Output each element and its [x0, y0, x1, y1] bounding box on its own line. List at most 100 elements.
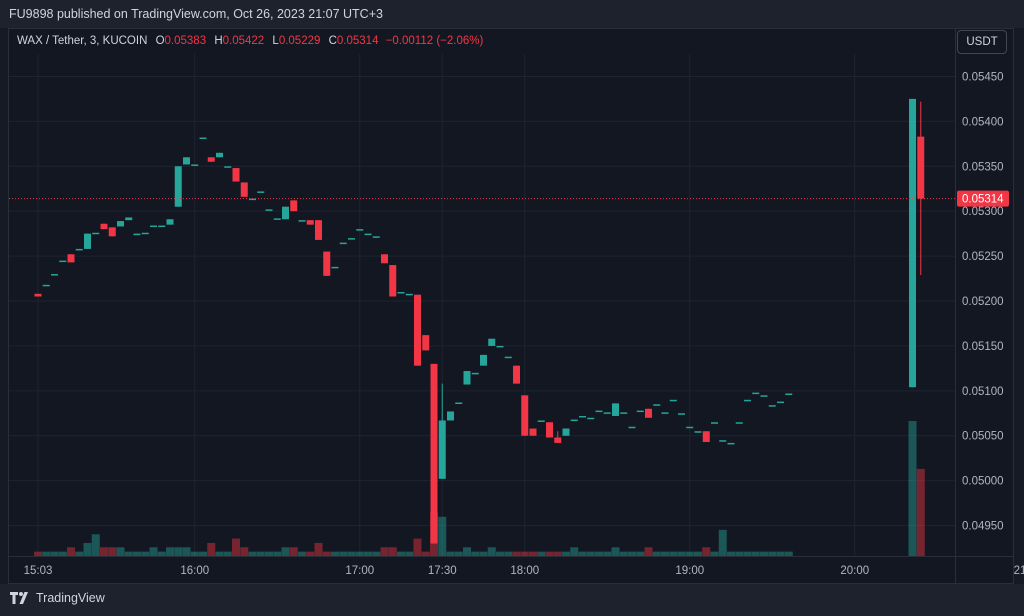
- tradingview-logo-icon: [10, 592, 28, 604]
- candle-body: [653, 404, 661, 406]
- candle-body: [628, 426, 636, 429]
- volume-bar: [75, 551, 84, 556]
- candle-body: [191, 164, 199, 166]
- candle-body: [595, 410, 603, 413]
- candle-body: [414, 294, 421, 366]
- volume-bar: [504, 551, 513, 556]
- candle-body: [364, 233, 372, 236]
- volume-bar: [454, 551, 463, 556]
- top-bar: FU9898 published on TradingView.com, Oct…: [0, 0, 1024, 28]
- candle-body: [298, 220, 306, 222]
- candle-body: [348, 238, 355, 240]
- volume-bar: [190, 551, 199, 556]
- volume-bar: [512, 551, 521, 556]
- candle-body: [166, 219, 174, 225]
- candle-body: [694, 431, 702, 433]
- volume-bar: [611, 547, 620, 556]
- candle-body: [125, 217, 133, 221]
- x-tick-label: 16:00: [180, 565, 209, 577]
- y-tick-label: 0.05400: [962, 116, 1004, 128]
- volume-bar: [124, 551, 133, 556]
- brand-label: TradingView: [36, 591, 105, 605]
- close-value: 0.05314: [336, 35, 379, 47]
- candle-body: [455, 402, 463, 404]
- volume-bar: [174, 547, 183, 556]
- candle-body: [174, 166, 182, 207]
- volume-bar: [157, 551, 166, 556]
- volume-bar: [405, 551, 414, 556]
- volume-bar: [199, 551, 207, 556]
- candle-body: [719, 440, 727, 442]
- volume-bar: [669, 551, 678, 556]
- volume-bar: [256, 551, 265, 556]
- change-value: −0.00112 (−2.06%): [385, 35, 484, 47]
- candle-body: [496, 345, 504, 348]
- x-tick-label: 18:00: [510, 565, 539, 577]
- candle-body: [282, 206, 289, 220]
- volume-bar: [100, 547, 108, 556]
- y-tick-label: 0.05000: [962, 476, 1004, 488]
- chart-frame[interactable]: [8, 28, 1014, 584]
- open-key: O: [155, 35, 165, 47]
- y-tick-label: 0.05300: [962, 206, 1004, 218]
- volume-bar: [776, 551, 785, 556]
- candle-body: [447, 411, 454, 421]
- footer: [0, 584, 1024, 616]
- volume-bar: [58, 551, 67, 556]
- volume-bar: [537, 551, 546, 556]
- y-tick-label: 0.05450: [962, 71, 1004, 83]
- candle-body: [100, 223, 108, 230]
- volume-bar: [339, 551, 348, 556]
- candle-body: [51, 274, 58, 276]
- candle-body: [686, 426, 694, 429]
- volume-bar: [133, 551, 141, 556]
- symbol-name[interactable]: WAX / Tether, 3, KUCOIN: [17, 35, 148, 47]
- candle-body: [554, 437, 562, 443]
- candle-body: [265, 209, 273, 211]
- currency-button[interactable]: USDT: [957, 30, 1007, 54]
- candle-body: [422, 335, 430, 351]
- candle-body: [570, 419, 578, 422]
- volume-bar: [347, 551, 356, 556]
- symbol-legend: WAX / Tether, 3, KUCOIN O0.05383 H0.0542…: [17, 35, 483, 47]
- volume-bar: [718, 529, 727, 556]
- candle-body: [257, 191, 265, 193]
- candle-body: [75, 248, 83, 251]
- candle-body: [199, 137, 207, 140]
- volume-bar: [768, 551, 777, 556]
- open-value: 0.05383: [164, 35, 207, 47]
- volume-bar: [240, 547, 249, 556]
- volume-bar: [421, 551, 430, 556]
- candle-body: [529, 428, 537, 436]
- candle-body: [339, 242, 347, 245]
- candle-body: [537, 420, 545, 422]
- candlestick-chart[interactable]: 0.05450 0.05400 0.05350 0.05300 0.05250 0.052…: [0, 0, 1024, 584]
- volume-bar: [694, 551, 702, 556]
- x-tick-label: 19:00: [675, 565, 704, 577]
- volume-bar: [289, 547, 298, 556]
- y-tick-label: 0.05150: [962, 341, 1004, 353]
- candle-body: [645, 408, 652, 418]
- candle-body: [480, 354, 487, 366]
- volume-bar: [397, 551, 405, 556]
- volume-bar: [496, 551, 504, 556]
- candle-body: [290, 200, 298, 212]
- volume-bar: [372, 551, 381, 556]
- candle-body: [108, 227, 116, 237]
- tradingview-brand[interactable]: TradingView: [10, 591, 105, 605]
- volume-bar: [751, 551, 760, 556]
- volume-bar: [644, 547, 653, 556]
- volume-bar: [298, 551, 306, 556]
- candle-body: [216, 152, 223, 158]
- volume-bar: [364, 551, 372, 556]
- candle-body: [612, 403, 619, 416]
- volume-bar: [34, 551, 42, 556]
- candle-body: [917, 136, 925, 199]
- volume-bar: [446, 551, 455, 556]
- volume-bar: [67, 547, 75, 556]
- candle-body: [752, 392, 760, 395]
- published-info: FU9898 published on TradingView.com, Oct…: [9, 7, 383, 21]
- candle-body: [711, 422, 718, 424]
- candle-body: [546, 422, 553, 438]
- volume-bar: [570, 547, 579, 556]
